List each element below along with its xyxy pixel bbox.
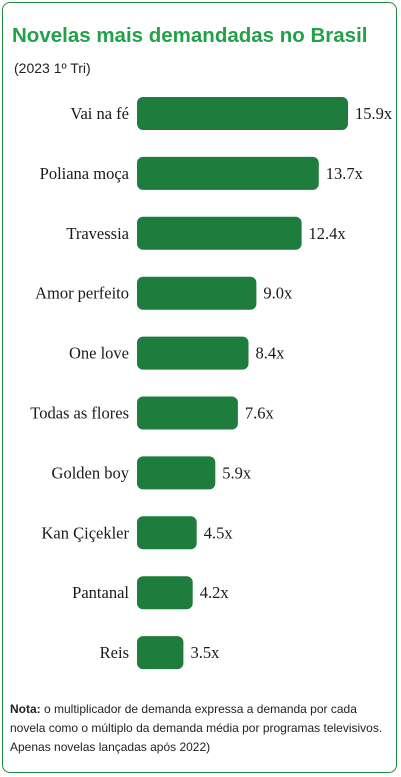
bar-one-love [137, 336, 249, 370]
value-label-poliana-moca: 13.7x [326, 164, 364, 183]
value-label-todas-as-flores: 7.6x [245, 404, 275, 423]
value-label-reis: 3.5x [190, 643, 220, 662]
category-label-one-love: One love [69, 344, 129, 363]
bar-amor-perfeito [137, 276, 257, 310]
category-label-golden-boy: Golden boy [52, 463, 130, 482]
footnote: Nota: o multiplicador de demanda express… [10, 700, 392, 757]
chart-card [2, 2, 397, 773]
bar-poliana-moca [137, 156, 319, 190]
category-label-poliana-moca: Poliana moça [40, 164, 130, 183]
value-label-travessia: 12.4x [309, 224, 347, 243]
chart-subtitle: (2023 1º Tri) [14, 60, 91, 76]
value-label-amor-perfeito: 9.0x [263, 284, 293, 303]
value-label-golden-boy: 5.9x [222, 463, 252, 482]
category-label-vai-na-fe: Vai na fé [70, 104, 129, 123]
category-label-kan-cicekler: Kan Çiçekler [41, 523, 129, 542]
value-label-vai-na-fe: 15.9x [355, 104, 393, 123]
value-label-pantanal: 4.2x [200, 583, 230, 602]
footnote-text: o multiplicador de demanda expressa a de… [10, 702, 383, 754]
bar-reis [137, 636, 184, 670]
value-label-kan-cicekler: 4.5x [204, 523, 234, 542]
category-label-travessia: Travessia [66, 224, 129, 243]
bar-todas-as-flores [137, 396, 238, 430]
bar-kan-cicekler [137, 516, 197, 550]
category-label-todas-as-flores: Todas as flores [30, 404, 129, 423]
bar-travessia [137, 216, 302, 250]
value-label-one-love: 8.4x [255, 344, 285, 363]
category-label-reis: Reis [100, 643, 129, 662]
bar-pantanal [137, 576, 193, 610]
chart-title: Novelas mais demandadas no Brasil [12, 24, 368, 47]
bar-golden-boy [137, 456, 216, 490]
category-label-amor-perfeito: Amor perfeito [35, 284, 129, 303]
footnote-label: Nota: [10, 702, 41, 716]
category-label-pantanal: Pantanal [72, 583, 129, 602]
bar-vai-na-fe [137, 97, 348, 130]
